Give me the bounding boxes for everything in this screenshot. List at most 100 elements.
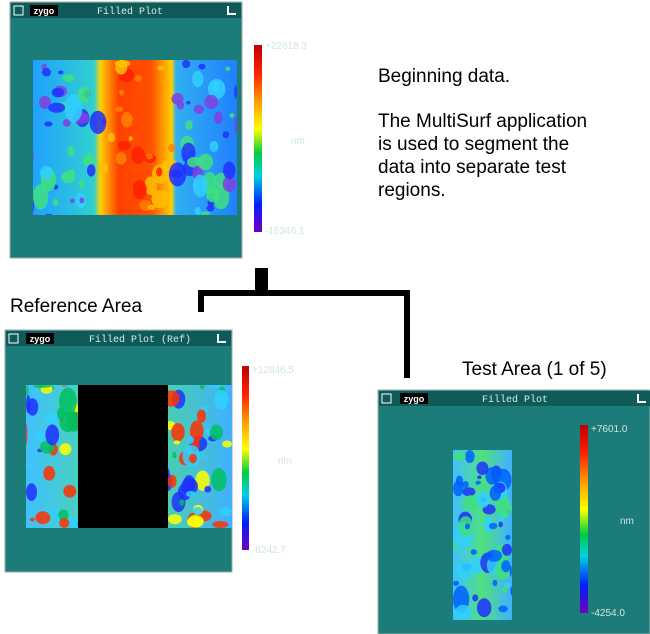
texture-blob <box>115 106 123 111</box>
texture-blob <box>64 385 71 388</box>
texture-blob <box>48 103 65 113</box>
texture-blob <box>182 60 190 68</box>
texture-blob <box>477 598 491 617</box>
texture-blob <box>79 197 84 203</box>
colorbar-min: -4254.0 <box>591 608 625 619</box>
connector-left <box>198 290 204 312</box>
texture-blob <box>187 436 194 444</box>
colorbar <box>242 366 249 550</box>
texture-blob <box>505 535 510 540</box>
texture-blob <box>129 136 133 141</box>
texture-blob <box>225 67 230 71</box>
texture-blob <box>156 167 162 176</box>
colorbar-unit: nm <box>620 516 634 527</box>
texture-blob <box>486 550 502 562</box>
texture-blob <box>131 146 145 164</box>
texture-blob <box>510 565 512 576</box>
texture-blob <box>193 507 203 515</box>
texture-blob <box>62 74 75 82</box>
window-title: Filled Plot <box>482 394 548 406</box>
description-line: regions. <box>378 180 446 201</box>
masked-region <box>78 385 168 528</box>
description-line: is used to segment the <box>378 134 569 155</box>
texture-blob <box>213 81 220 92</box>
texture-blob <box>478 483 486 490</box>
page: zygo Filled Plot +22618.3 nm -16346.1 zy… <box>0 0 650 634</box>
texture-blob <box>511 586 512 595</box>
colorbar-unit: nm <box>278 456 292 467</box>
texture-blob <box>35 511 50 524</box>
texture-blob <box>465 523 470 529</box>
texture-blob <box>98 163 108 174</box>
description-line: data into separate test <box>378 157 567 178</box>
texture-blob <box>212 521 228 528</box>
texture-blob <box>200 385 205 389</box>
texture-blob <box>177 100 184 109</box>
window: zygo Filled Plot +22618.3 nm -16346.1 <box>10 2 307 258</box>
texture-blob <box>189 454 197 464</box>
texture-blob <box>456 562 474 579</box>
texture-blob <box>499 522 503 528</box>
texture-blob <box>127 115 132 122</box>
texture-blob <box>135 75 142 82</box>
texture-blob <box>33 151 34 161</box>
texture-blob <box>179 499 184 505</box>
texture-blob <box>188 515 204 528</box>
texture-blob <box>495 499 512 518</box>
texture-blob <box>198 64 205 70</box>
texture-blob <box>211 468 226 491</box>
texture-blob <box>206 205 214 211</box>
texture-blob <box>476 462 488 476</box>
texture-blob <box>40 166 53 179</box>
texture-blob <box>229 113 234 118</box>
texture-blob <box>52 88 64 98</box>
texture-blob <box>174 440 181 444</box>
connector-right <box>404 290 410 378</box>
texture-blob <box>453 451 466 461</box>
texture-blob <box>26 395 31 413</box>
texture-blob <box>157 66 165 71</box>
texture-blob <box>192 71 203 88</box>
texture-blob <box>222 440 232 447</box>
texture-blob <box>214 390 228 410</box>
texture-blob <box>168 514 182 524</box>
texture-blob <box>61 171 76 183</box>
texture-blob <box>26 385 29 397</box>
texture-blob <box>35 430 46 442</box>
logo: zygo <box>404 394 425 404</box>
texture-blob <box>223 131 230 138</box>
texture-blob <box>151 190 168 208</box>
texture-blob <box>108 133 115 143</box>
colorbar-max: +12846.5 <box>252 365 294 376</box>
texture-blob <box>197 409 206 422</box>
texture-blob <box>471 549 478 555</box>
texture-blob <box>502 586 508 592</box>
texture-blob <box>33 385 51 388</box>
texture-blob <box>170 169 182 178</box>
texture-blob <box>115 60 127 75</box>
texture-blob <box>26 483 37 501</box>
reference-label: Reference Area <box>10 296 142 317</box>
texture-blob <box>477 491 490 508</box>
texture-blob <box>168 144 175 153</box>
texture-blob <box>87 164 96 177</box>
texture-blob <box>195 207 201 215</box>
texture-blob <box>27 463 31 467</box>
texture-blob <box>45 214 52 215</box>
texture-blob <box>172 452 176 459</box>
texture-blob <box>68 146 75 157</box>
colorbar <box>580 425 588 613</box>
texture-blob <box>70 199 75 204</box>
logo: zygo <box>34 6 55 16</box>
texture-blob <box>116 152 127 165</box>
texture-blob <box>78 87 91 103</box>
texture-blob <box>44 122 52 127</box>
texture-blob <box>58 71 64 75</box>
texture-blob <box>453 481 464 497</box>
texture-blob <box>210 425 223 441</box>
texture-blob <box>492 580 497 586</box>
colorbar-unit: nm <box>291 136 305 147</box>
test-label: Test Area (1 of 5) <box>462 359 607 380</box>
texture-blob <box>33 184 34 194</box>
texture-blob <box>204 486 211 493</box>
